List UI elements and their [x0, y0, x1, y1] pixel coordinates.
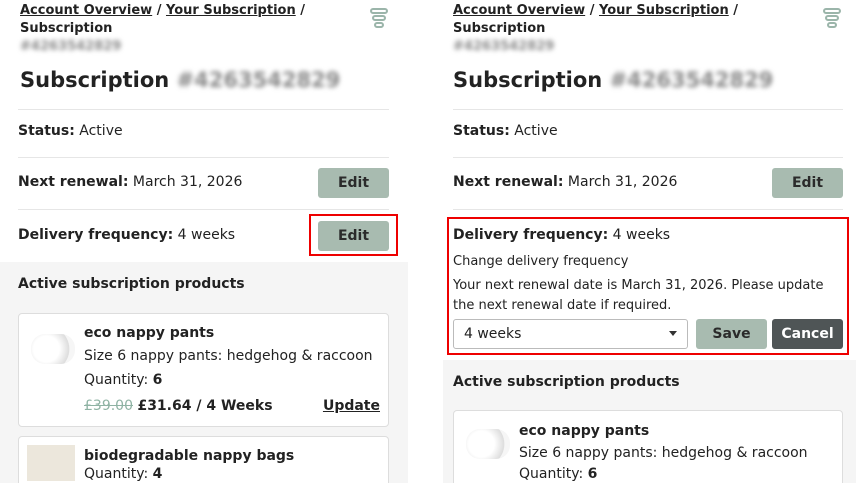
edit-renewal-button[interactable]: Edit	[318, 168, 389, 198]
status-row: Status: Active	[18, 123, 123, 139]
divider	[453, 157, 843, 158]
product-card: biodegradable nappy bags Quantity: 4	[18, 436, 389, 483]
breadcrumb: Account Overview / Your Subscription / S…	[20, 3, 306, 54]
subscription-id: #4263542829	[609, 68, 774, 92]
product-name: eco nappy pants	[519, 423, 650, 439]
breadcrumb-account-overview[interactable]: Account Overview	[453, 3, 586, 18]
product-image	[27, 445, 75, 481]
frequency-row: Delivery frequency: 4 weeks	[453, 227, 671, 243]
breadcrumb-your-subscription[interactable]: Your Subscription	[165, 3, 296, 18]
breadcrumb-id: #4263542829	[20, 39, 122, 54]
product-quantity: Quantity: 4	[84, 466, 163, 482]
frequency-select[interactable]: 4 weeks	[453, 319, 688, 349]
breadcrumb-current: Subscription	[20, 21, 113, 36]
product-image	[31, 334, 75, 364]
products-section: Active subscription products eco nappy p…	[0, 262, 408, 483]
chevron-down-icon	[669, 331, 677, 336]
product-variant: Size 6 nappy pants: hedgehog & raccoon	[84, 348, 373, 364]
page-title: Subscription #4263542829	[20, 68, 341, 92]
divider	[18, 157, 389, 158]
subscription-id: #4263542829	[176, 68, 341, 92]
renewal-row: Next renewal: March 31, 2026	[453, 174, 678, 190]
divider	[453, 109, 843, 110]
renewal-row: Next renewal: March 31, 2026	[18, 174, 243, 190]
breadcrumb-your-subscription[interactable]: Your Subscription	[598, 3, 729, 18]
divider	[453, 209, 843, 210]
product-quantity: Quantity: 6	[84, 372, 163, 388]
breadcrumb-account-overview[interactable]: Account Overview	[20, 3, 153, 18]
breadcrumb: Account Overview / Your Subscription / S…	[453, 3, 739, 54]
frequency-row: Delivery frequency: 4 weeks	[18, 227, 236, 243]
edit-renewal-button[interactable]: Edit	[772, 168, 843, 198]
product-name: eco nappy pants	[84, 325, 215, 341]
breadcrumb-id: #4263542829	[453, 39, 555, 54]
breadcrumb-current: Subscription	[453, 21, 546, 36]
highlight-box	[447, 217, 849, 355]
product-card: eco nappy pants Size 6 nappy pants: hedg…	[453, 410, 843, 483]
divider	[18, 109, 389, 110]
menu-icon[interactable]	[823, 8, 841, 30]
subscription-panel-after: Account Overview / Your Subscription / S…	[435, 0, 856, 483]
status-row: Status: Active	[453, 123, 558, 139]
renewal-note: Your next renewal date is March 31, 2026…	[453, 278, 824, 313]
product-variant: Size 6 nappy pants: hedgehog & raccoon	[519, 445, 808, 461]
subscription-panel-before: Account Overview / Your Subscription / S…	[0, 0, 408, 483]
page-title: Subscription #4263542829	[453, 68, 774, 92]
change-frequency-title: Change delivery frequency	[453, 254, 629, 269]
products-heading: Active subscription products	[18, 276, 245, 292]
cancel-button[interactable]: Cancel	[772, 319, 843, 349]
divider	[18, 209, 389, 210]
products-section: Active subscription products eco nappy p…	[443, 360, 856, 483]
product-image	[466, 429, 510, 459]
update-link[interactable]: Update	[322, 398, 380, 414]
highlight-box	[309, 214, 398, 256]
product-name: biodegradable nappy bags	[84, 448, 295, 464]
products-heading: Active subscription products	[453, 374, 680, 390]
save-button[interactable]: Save	[696, 319, 767, 349]
product-card: eco nappy pants Size 6 nappy pants: hedg…	[18, 313, 389, 427]
product-price: £39.00 £31.64 / 4 Weeks	[84, 398, 273, 414]
menu-icon[interactable]	[370, 8, 388, 30]
edit-frequency-button[interactable]: Edit	[318, 221, 389, 251]
product-quantity: Quantity: 6	[519, 466, 598, 482]
